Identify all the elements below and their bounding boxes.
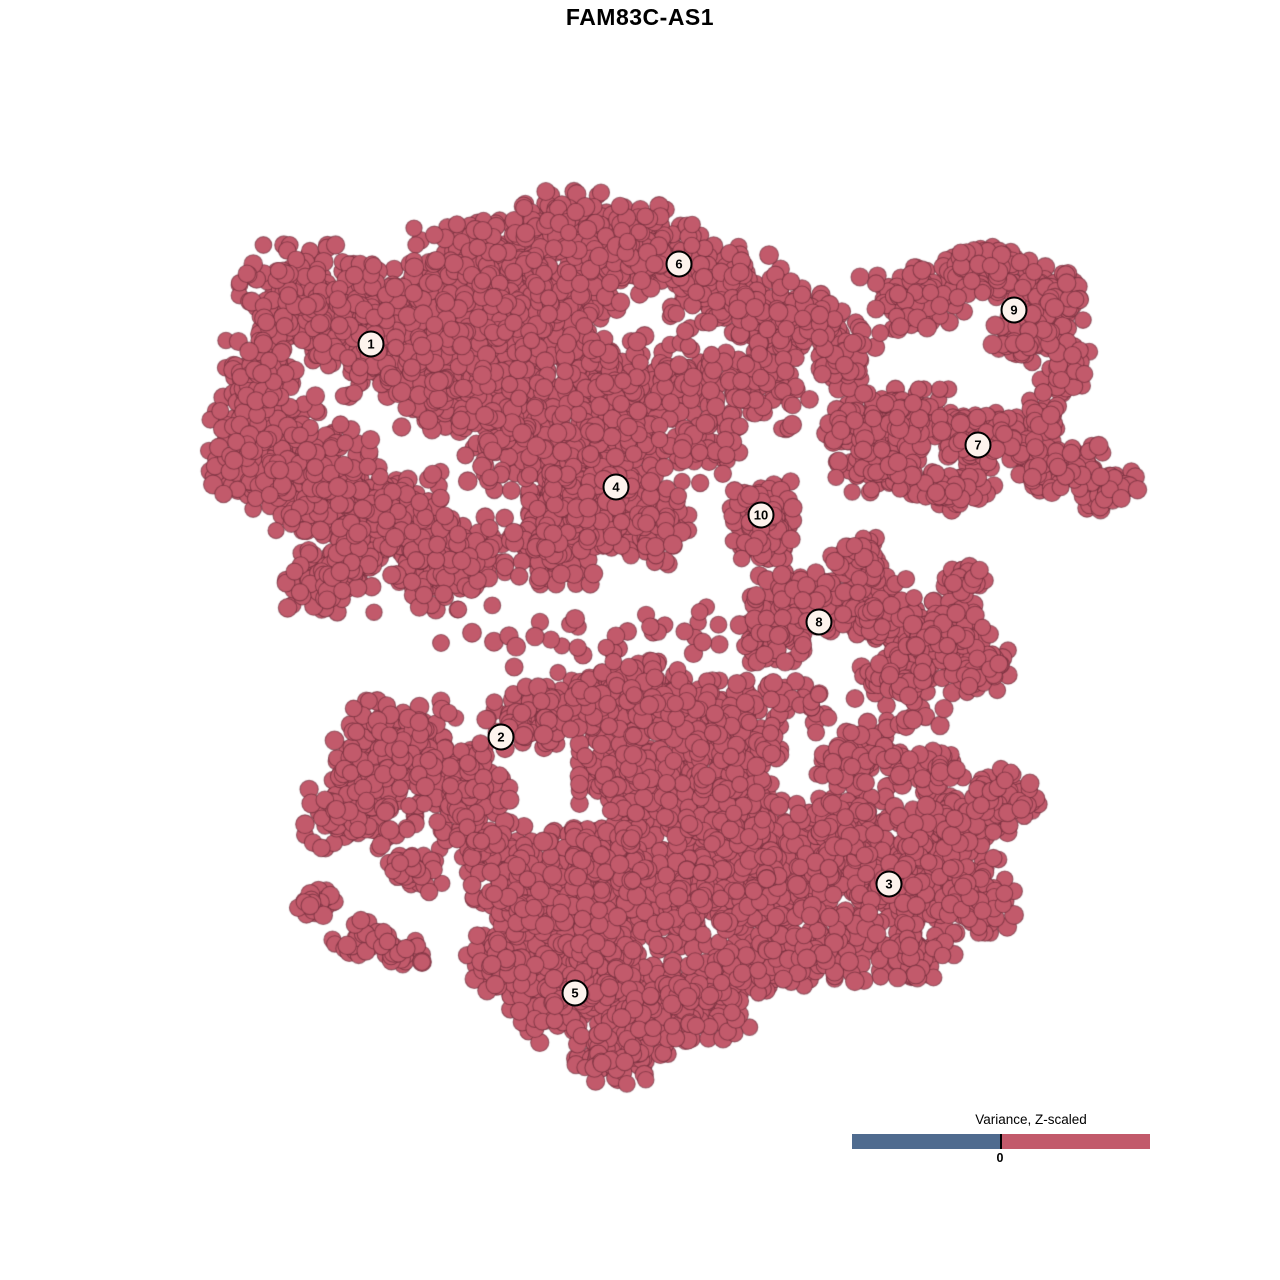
colorbar-zero-divider bbox=[1000, 1134, 1002, 1149]
legend-zero-tick-label: 0 bbox=[996, 1151, 1004, 1165]
colorbar bbox=[852, 1134, 1150, 1149]
colorbar-positive-half bbox=[1001, 1134, 1150, 1149]
legend-title: Variance, Z-scaled bbox=[975, 1112, 1087, 1127]
colorbar-negative-half bbox=[852, 1134, 1001, 1149]
colorbar-legend: Variance, Z-scaled 0 bbox=[852, 1112, 1150, 1165]
